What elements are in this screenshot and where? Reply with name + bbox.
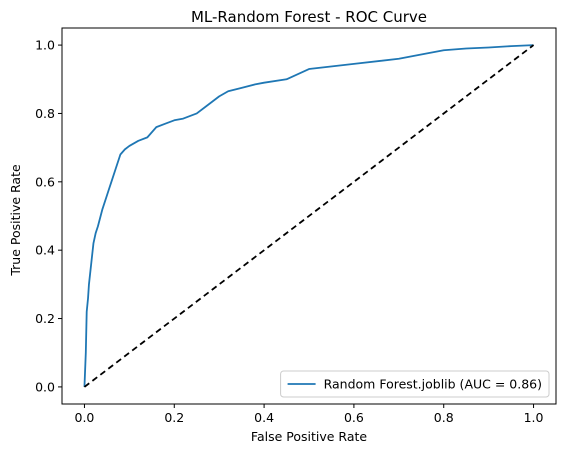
y-axis-label: True Positive Rate [8, 164, 23, 277]
y-tick-label: 0.6 [35, 174, 55, 189]
legend-box [280, 370, 550, 398]
x-tick-label: 0.2 [164, 410, 184, 425]
x-tick-label: 0.8 [434, 410, 454, 425]
y-tick-label: 0.2 [35, 311, 55, 326]
y-tick-label: 0.8 [35, 106, 55, 121]
x-tick-label: 0.6 [344, 410, 364, 425]
y-tick-label: 0.4 [35, 243, 55, 258]
x-tick-label: 0.4 [254, 410, 274, 425]
x-tick-label: 0.0 [75, 410, 95, 425]
legend-entry-random-forest: Random Forest.joblib (AUC = 0.86) [324, 377, 542, 392]
series-line-random-forest [83, 44, 534, 387]
x-axis-label: False Positive Rate [251, 429, 367, 444]
chart-title: ML-Random Forest - ROC Curve [191, 8, 427, 26]
axes-frame [61, 27, 557, 405]
plot-area: 0.0 0.2 0.4 0.6 0.8 1.0 0.0 0.2 0.4 0.6 0.8 1.0 [35, 27, 557, 425]
y-tick-label: 0.0 [35, 379, 55, 394]
legend: Random Forest.joblib (AUC = 0.86) [280, 370, 550, 398]
series-line-chance-diagonal [83, 44, 535, 388]
y-tick-label: 1.0 [35, 38, 55, 53]
x-tick-label: 1.0 [524, 410, 544, 425]
